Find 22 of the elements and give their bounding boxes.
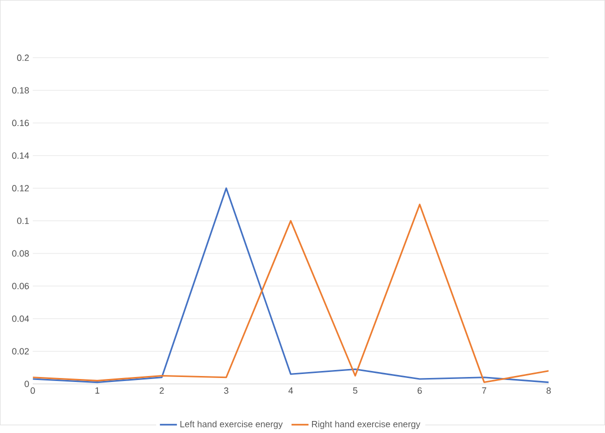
y-tick-label: 0.16 bbox=[12, 120, 29, 126]
y-tick-label: 0.14 bbox=[12, 152, 29, 159]
y-tick-label: 0.1 bbox=[17, 218, 29, 224]
x-tick-label: 8 bbox=[546, 388, 551, 394]
y-tick-label: 0.18 bbox=[12, 87, 29, 94]
x-tick-label: 3 bbox=[224, 388, 228, 394]
x-tick-label: 6 bbox=[418, 388, 422, 394]
y-tick-label: 0 bbox=[24, 380, 29, 388]
x-tick-label: 1 bbox=[95, 388, 100, 394]
y-tick-label: 0.04 bbox=[12, 316, 29, 322]
x-tick-label: 0 bbox=[30, 388, 35, 394]
x-tick-label: 2 bbox=[160, 388, 164, 394]
y-tick-label: 0.08 bbox=[12, 250, 29, 257]
y-tick-label: 0.12 bbox=[12, 185, 29, 192]
x-tick-label: 4 bbox=[288, 388, 293, 394]
x-tick-label: 5 bbox=[353, 388, 358, 394]
legend-label: Left hand exercise energy bbox=[180, 420, 283, 430]
x-tick-label: 7 bbox=[482, 388, 486, 394]
y-tick-label: 0.06 bbox=[12, 283, 29, 290]
legend-label: Right hand exercise energy bbox=[312, 420, 420, 430]
y-tick-label: 0.2 bbox=[17, 54, 29, 62]
y-tick-label: 0.02 bbox=[12, 348, 29, 355]
